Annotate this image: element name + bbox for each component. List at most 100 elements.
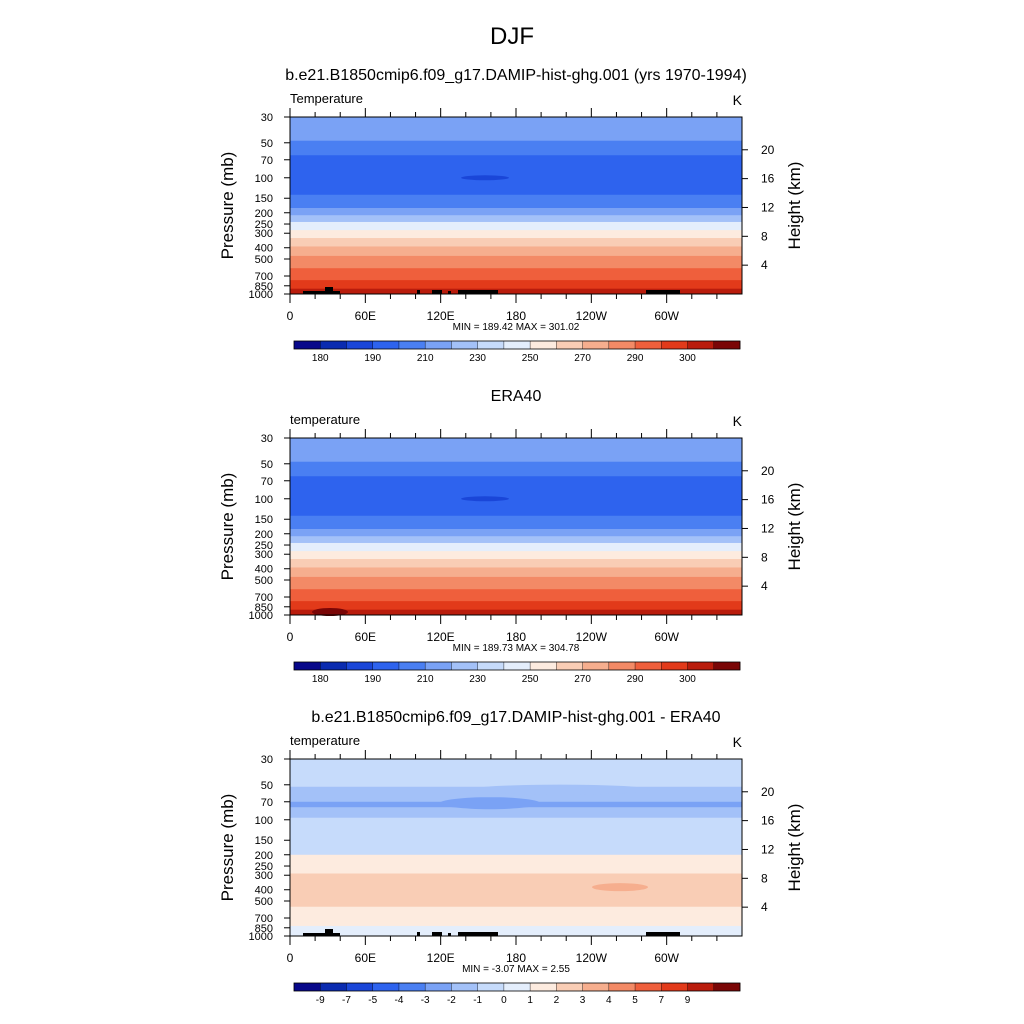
colorbar-swatch [346,983,374,991]
panel-title: b.e21.B1850cmip6.f09_g17.DAMIP-hist-ghg.… [285,67,747,84]
y-tick-label: 200 [255,850,273,862]
colorbar-label: 9 [685,995,691,1006]
y2-tick-label: 8 [761,871,768,885]
topography [646,290,680,294]
colorbar-label: 250 [522,353,539,364]
y-tick-label: 1000 [249,289,273,301]
contour-band [290,194,742,209]
y-tick-label: 150 [255,193,273,205]
colorbar-frame [293,661,741,671]
colorbar: -9 -7 -5 -4 -3 -2 -1 0 1 2 3 4 5 7 9 [293,982,741,1006]
colorbar-label: 0 [501,995,507,1006]
y-axis-label: Pressure (mb) [218,152,237,260]
y2-tick-label: 12 [761,200,775,214]
colorbar-swatch [530,983,557,991]
y-tick-label: 700 [255,913,273,925]
contour-band [290,551,742,560]
colorbar-swatch [713,341,741,349]
contour-band [290,759,742,788]
y2-tick-label: 16 [761,493,775,507]
y-tick-label: 250 [255,540,273,552]
units-label: K [733,734,743,750]
y2-axis-label: Height (km) [785,483,804,571]
y2-tick-label: 20 [761,785,775,799]
panel-title: b.e21.B1850cmip6.f09_g17.DAMIP-hist-ghg.… [311,709,720,726]
x-tick-label: 60E [355,309,376,323]
y-tick-label: 500 [255,254,273,266]
topography [417,932,420,936]
contour-feature [461,175,509,181]
panel-diff: b.e21.B1850cmip6.f09_g17.DAMIP-hist-ghg.… [218,709,804,1006]
contour-feature [592,883,648,892]
y-tick-label: 30 [261,112,273,124]
y-tick-label: 250 [255,861,273,873]
colorbar-swatch [398,662,426,670]
colorbar-label: -9 [316,995,325,1006]
contour-band [290,246,742,257]
x-tick-label: 60W [654,309,679,323]
colorbar-label: 1 [527,995,533,1006]
contour-band [290,854,742,875]
colorbar-swatch [294,662,321,670]
x-tick-label: 120W [576,309,608,323]
contour-fill [290,759,742,937]
topography [325,929,333,936]
topography [458,290,498,294]
x-tick-label: 0 [287,951,294,965]
y-tick-label: 500 [255,896,273,908]
contour-feature [312,608,348,616]
colorbar-swatch [477,662,505,670]
colorbar-swatch [713,983,741,991]
panel-title: ERA40 [491,388,542,405]
contour-band [290,515,742,530]
colorbar-swatch [556,983,583,991]
topography [325,287,333,294]
y2-tick-label: 16 [761,814,775,828]
colorbar-swatch [503,983,531,991]
colorbar-label: 230 [469,353,486,364]
colorbar-label: 7 [659,995,665,1006]
contour-band [290,925,742,937]
y-tick-label: 150 [255,514,273,526]
colorbar-label: -7 [342,995,351,1006]
contour-band [290,589,742,602]
colorbar-swatch [451,983,478,991]
colorbar-swatch [398,341,426,349]
contour-feature [440,797,540,810]
y-tick-label: 200 [255,208,273,220]
contour-band [290,215,742,223]
colorbar-swatch [425,662,452,670]
y2-tick-label: 12 [761,521,775,535]
y2-tick-label: 16 [761,172,775,186]
colorbar-label: -5 [368,995,377,1006]
contour-band [290,280,742,290]
colorbar-swatch [661,983,688,991]
y-tick-label: 50 [261,780,273,792]
colorbar-label: 180 [312,674,329,685]
colorbar-swatch [320,662,347,670]
x-tick-label: 60W [654,630,679,644]
colorbar-swatch [320,341,347,349]
x-tick-label: 60E [355,630,376,644]
colorbar-swatch [635,983,662,991]
colorbar-swatch [608,983,636,991]
colorbar-label: -1 [473,995,482,1006]
colorbar-swatch [661,662,688,670]
x-tick-label: 60W [654,951,679,965]
y-tick-label: 100 [255,173,273,185]
topography [646,932,680,936]
y-tick-label: 700 [255,271,273,283]
y2-tick-label: 20 [761,464,775,478]
colorbar-swatch [372,662,400,670]
contour-feature [470,784,650,795]
y-tick-label: 70 [261,797,273,809]
x-tick-label: 120E [427,309,455,323]
colorbar-swatch [398,983,426,991]
colorbar-label: 210 [417,674,434,685]
colorbar-label: 4 [606,995,612,1006]
y-tick-label: 500 [255,575,273,587]
y2-tick-label: 8 [761,229,768,243]
units-label: K [733,413,743,429]
contour-band [290,906,742,927]
